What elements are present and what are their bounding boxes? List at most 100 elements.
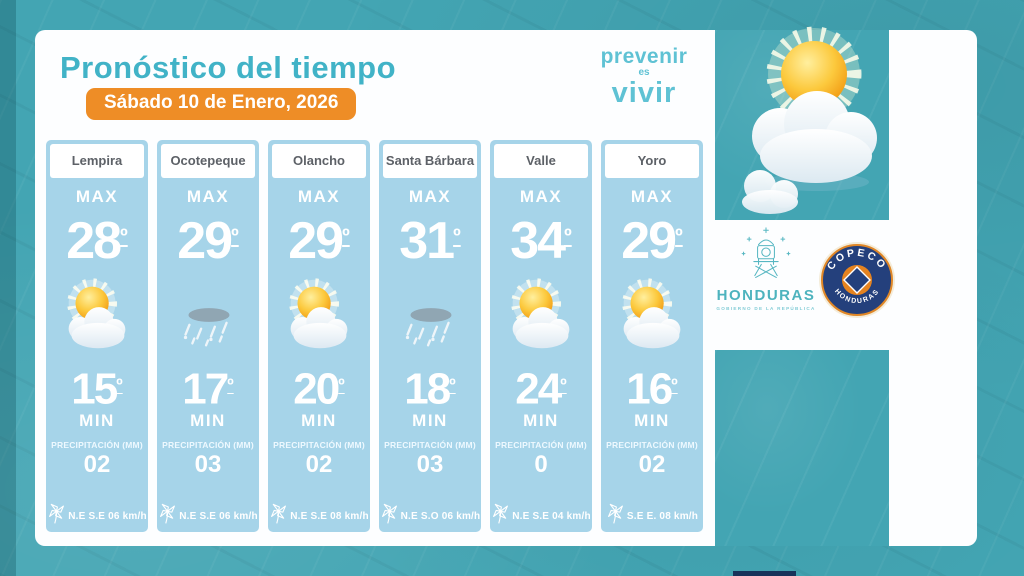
max-temperature: 29º (268, 207, 370, 270)
max-label: MAX (186, 187, 230, 206)
min-temperature-value: 18 (404, 364, 451, 414)
degree-symbol: º (675, 225, 683, 248)
max-label: MAX (630, 187, 674, 206)
wind-value: N.E S.E 04 km/h (512, 511, 591, 522)
wind-row: N.E S.O 06 km/h (379, 501, 481, 525)
pinwheel-icon (49, 503, 65, 524)
wind-value: S.E E. 08 km/h (626, 511, 699, 522)
sun-cloud-icon (67, 278, 126, 349)
department-name: Lempira (50, 144, 144, 178)
teal-cutout-bottom (715, 350, 889, 546)
max-temperature: 29º (157, 207, 259, 270)
max-temperature: 28º (46, 207, 148, 270)
min-temperature-value: 20 (293, 364, 340, 414)
sun-cloud-icon (289, 278, 348, 349)
sun-cloud-icon (46, 269, 148, 361)
min-temperature-value: 15 (71, 364, 118, 414)
sun-cloud-icon (490, 269, 592, 361)
degree-symbol: º (342, 225, 350, 248)
min-temperature: 24º (490, 361, 592, 414)
min-temperature: 15º (46, 361, 148, 414)
wind-row: N.E S.E 06 km/h (46, 501, 148, 525)
page-title: Pronóstico del tiempo (60, 50, 397, 85)
precipitation-value: 02 (638, 451, 666, 478)
wind-value: N.E S.E 08 km/h (290, 511, 369, 522)
max-label: MAX (408, 187, 452, 206)
precipitation-label: PRECIPITACIÓN (MM) (384, 440, 476, 450)
min-label: MIN (79, 411, 115, 430)
pinwheel-icon (493, 503, 509, 524)
honduras-emblem-icon (741, 227, 791, 278)
precipitation-label: PRECIPITACIÓN (MM) (51, 440, 143, 450)
sun-cloud-icon (622, 278, 681, 349)
degree-symbol: º (116, 375, 123, 395)
degree-symbol: º (449, 375, 456, 395)
min-label: MIN (523, 411, 559, 430)
max-temperature-value: 28 (66, 211, 122, 270)
prevenir-es-vivir-logo: prevenir es vivir (583, 46, 705, 108)
forecast-column: Olancho MAX 29º (268, 140, 370, 532)
slogan-line3: vivir (611, 77, 677, 109)
max-temperature-value: 31 (399, 211, 455, 270)
department-name: Olancho (272, 144, 366, 178)
max-temperature-value: 29 (177, 211, 233, 270)
wind-row: S.E E. 08 km/h (601, 501, 703, 525)
rain-cloud-icon (403, 283, 459, 347)
pinwheel-icon (381, 503, 397, 524)
wind-row: N.E S.E 08 km/h (268, 501, 370, 525)
min-label: MIN (634, 411, 670, 430)
min-temperature-value: 17 (182, 364, 229, 414)
min-label: MIN (190, 411, 226, 430)
precipitation-label: PRECIPITACIÓN (MM) (162, 440, 254, 450)
precipitation-label: PRECIPITACIÓN (MM) (495, 440, 587, 450)
min-label: MIN (412, 411, 448, 430)
precipitation-label: PRECIPITACIÓN (MM) (273, 440, 365, 450)
max-temperature-value: 34 (510, 211, 566, 270)
max-temperature: 31º (379, 207, 481, 270)
max-label: MAX (519, 187, 563, 206)
department-name: Valle (494, 144, 588, 178)
slogan-line2: es (638, 67, 650, 78)
min-temperature: 16º (601, 361, 703, 413)
precipitation-label: PRECIPITACIÓN (MM) (606, 440, 698, 450)
max-temperature-value: 29 (288, 211, 344, 270)
min-label: MIN (301, 411, 337, 430)
paper-fold-shadow (0, 0, 16, 576)
forecast-columns: Lempira MAX 28º (46, 140, 706, 532)
degree-symbol: º (120, 225, 128, 248)
degree-symbol: º (231, 225, 239, 248)
department-name: Santa Bárbara (383, 144, 477, 178)
bottom-edge-element (733, 571, 796, 576)
precipitation-value: 03 (194, 451, 222, 478)
wind-value: N.E S.E 06 km/h (179, 511, 258, 522)
wind-row: N.E S.E 04 km/h (490, 501, 592, 525)
max-temperature: 29º (601, 207, 703, 270)
department-name: Ocotepeque (161, 144, 255, 178)
precipitation-value: 03 (416, 451, 444, 478)
max-temperature: 34º (490, 207, 592, 270)
forecast-column: Yoro MAX 29º (601, 140, 703, 532)
degree-symbol: º (564, 225, 572, 248)
max-label: MAX (297, 187, 341, 206)
min-temperature: 18º (379, 361, 481, 414)
precipitation-value: 02 (83, 451, 111, 478)
sun-cloud-graphic (742, 26, 877, 214)
max-label: MAX (75, 187, 119, 206)
wind-row: N.E S.E 06 km/h (157, 501, 259, 525)
rain-icon (157, 269, 259, 361)
precipitation-value: 02 (305, 451, 333, 478)
sun-cloud-icon (601, 269, 703, 361)
pinwheel-icon (271, 503, 287, 524)
pinwheel-icon (607, 503, 623, 524)
min-temperature-value: 24 (515, 364, 562, 414)
forecast-column: Valle MAX 34º (490, 140, 592, 532)
copeco-logo: COPECO HONDURAS (819, 242, 895, 318)
forecast-column: Ocotepeque MAX 29º (157, 140, 259, 532)
forecast-column: Santa Bárbara MAX 31º (379, 140, 481, 532)
rain-cloud-icon (181, 283, 237, 347)
precipitation-value: 0 (534, 451, 548, 478)
sun-cloud-icon (268, 269, 370, 361)
degree-symbol: º (560, 375, 567, 395)
rain-icon (379, 269, 481, 361)
wind-value: N.E S.E 06 km/h (68, 511, 147, 522)
